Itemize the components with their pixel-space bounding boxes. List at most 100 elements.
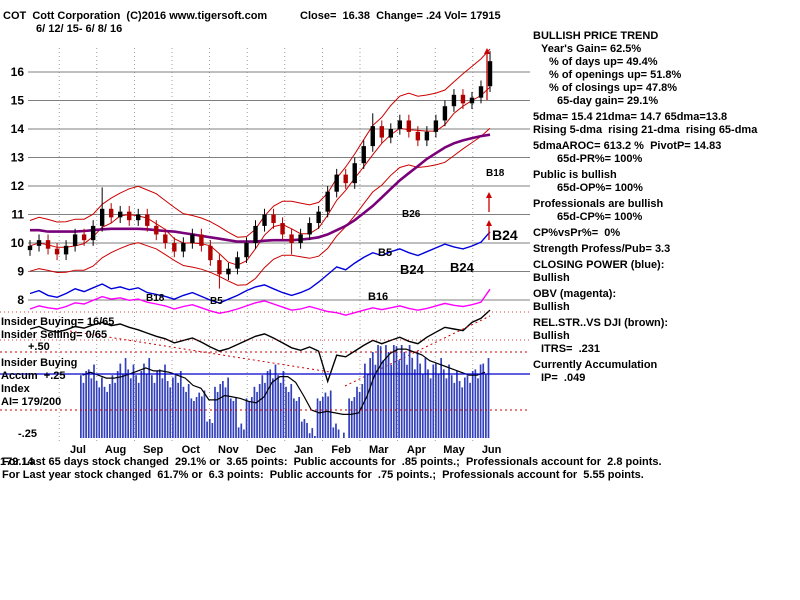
accum-bar (248, 400, 251, 438)
panel-line: IP= .049 (541, 372, 586, 384)
accum-bar (295, 400, 298, 438)
accum-bar (266, 371, 269, 438)
accum-bar (350, 400, 353, 438)
accum-smoothing-line (82, 348, 486, 415)
accum-bar (395, 346, 398, 438)
candle-body (45, 240, 51, 249)
panel-line: Strength Profess/Pub= 3.3 (533, 243, 671, 255)
candle-body (262, 214, 267, 226)
accum-bar (306, 422, 308, 438)
candle-body (199, 234, 204, 246)
accum-bar (101, 377, 103, 438)
candle-body (415, 131, 421, 141)
price-tick-label: 9 (17, 265, 24, 279)
accum-bar (356, 386, 358, 438)
candle-body (226, 268, 231, 275)
accum-bar (227, 377, 229, 438)
accum-bar (124, 358, 127, 438)
candle-body (181, 243, 186, 252)
accum-bar (285, 386, 287, 438)
accum-bar (153, 382, 156, 438)
accum-ai-value-label: AI= 179/200 (1, 396, 62, 408)
ma65-line (30, 133, 491, 243)
insider-buying-count-label: Insider Buying= 16/65 (1, 316, 115, 328)
accum-bar (158, 369, 161, 438)
buy-signal-label: B26 (402, 209, 421, 220)
price-tick-label: 8 (17, 293, 24, 307)
accum-bar (456, 371, 458, 438)
accum-bar (198, 392, 201, 438)
month-label: Feb (331, 444, 351, 456)
footer-overlay-value: 179.14 (0, 456, 34, 468)
candle-body (460, 94, 466, 104)
panel-line: 65d-CP%= 100% (557, 211, 643, 223)
footer-stats-line-2: For Last year stock changed 61.7% or 6.3… (2, 469, 644, 481)
accum-title-line1: Insider Buying (1, 357, 78, 369)
price-tick-label: 10 (11, 236, 25, 250)
panel-line: BULLISH PRICE TREND (533, 30, 659, 42)
accum-bar (108, 384, 111, 438)
panel-line: 65-day gain= 29.1% (557, 95, 659, 107)
accum-bar (111, 375, 114, 438)
accum-bar (127, 369, 130, 438)
accum-bar (448, 364, 450, 438)
accum-bar (135, 375, 137, 438)
accum-bar (119, 363, 122, 438)
candle-body (280, 223, 285, 235)
accum-bar (85, 371, 87, 438)
accum-bar (190, 398, 193, 438)
accum-bar (461, 387, 464, 438)
panel-line: Currently Accumulation (533, 359, 658, 371)
price-tick-label: 16 (11, 65, 25, 79)
candle-body (54, 248, 60, 255)
accum-bar (337, 429, 340, 438)
candle-body (190, 234, 195, 243)
price-tick-label: 15 (11, 94, 25, 108)
candle-body (487, 61, 493, 87)
accum-bar (229, 398, 232, 438)
month-label: Nov (218, 444, 240, 456)
accum-bar (353, 397, 356, 438)
accum-bar (98, 387, 101, 438)
candle-body (253, 225, 258, 243)
panel-line: ITRS= .231 (541, 343, 601, 355)
candle-body (442, 106, 448, 121)
accum-bar (256, 391, 258, 438)
accum-bar (311, 428, 314, 438)
month-label: May (443, 444, 465, 456)
accum-bar (271, 378, 274, 438)
accum-bar (182, 386, 185, 438)
obv-line (29, 288, 491, 316)
buy-signal-label: B24 (400, 262, 425, 277)
accum-bar (432, 364, 435, 438)
panel-line: Year's Gain= 62.5% (541, 43, 642, 55)
panel-line: 5dmaAROC= 613.2 % PivotP= 14.83 (533, 140, 722, 152)
candle-body (469, 97, 475, 104)
candle-body (325, 191, 330, 212)
accum-bar (132, 364, 135, 438)
panel-line: REL.STR..VS DJI (brown): (533, 317, 669, 329)
candle-body (63, 245, 69, 255)
accum-bar (164, 364, 166, 438)
accum-bar (145, 373, 148, 438)
month-label: Aug (105, 444, 126, 456)
accum-bar (485, 373, 487, 438)
candle-body (451, 94, 457, 107)
accum-bar (435, 363, 437, 438)
accum-bar (392, 345, 395, 438)
accum-bar (206, 421, 208, 438)
panel-line: 5dma= 15.4 21dma= 14.7 65dma=13.8 (533, 111, 728, 123)
accum-bar (151, 375, 153, 438)
accum-bar (269, 369, 272, 438)
header-title: COT Cott Corporation (C)2016 www.tigerso… (3, 10, 268, 22)
month-label: Jul (70, 444, 86, 456)
panel-line: Public is bullish (533, 169, 617, 181)
accum-bar (169, 387, 172, 438)
accum-bar (453, 382, 456, 438)
accum-title-line2: Accum +.25 (1, 370, 66, 382)
panel-line: Bullish (533, 301, 570, 313)
accum-bar (419, 363, 421, 438)
candle-body (343, 174, 348, 184)
accum-bar (437, 373, 440, 438)
